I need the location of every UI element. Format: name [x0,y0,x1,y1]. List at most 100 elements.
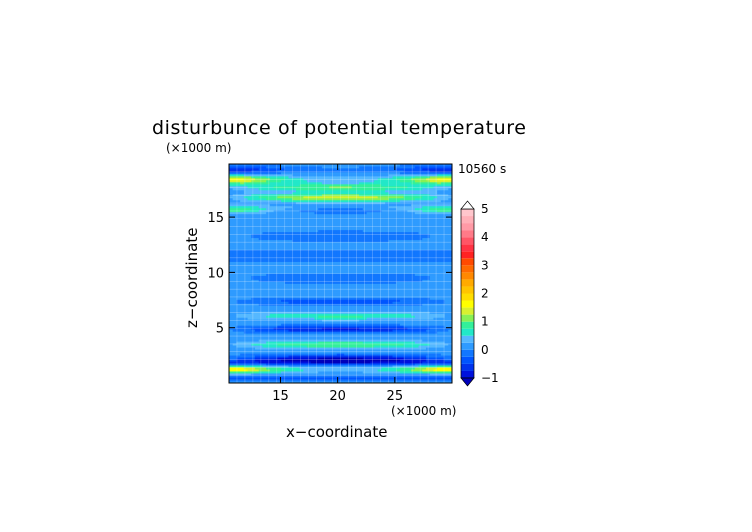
heatmap-cell [295,257,301,260]
heatmap-cell [425,267,431,270]
heatmap-cell [229,333,234,336]
heatmap-cell [440,347,445,350]
heatmap-cell [318,217,323,221]
heatmap-cell [448,369,453,372]
heatmap-cell [255,307,260,310]
heatmap-cell [366,239,371,243]
heatmap-cell [403,261,408,264]
heatmap-cell [351,361,356,364]
heatmap-cell [258,259,263,262]
heatmap-cell [347,261,353,264]
heatmap-cell [422,233,427,237]
heatmap-cell [433,367,438,370]
heatmap-cell [325,319,330,322]
heatmap-cell [340,277,345,280]
heatmap-cell [247,329,252,332]
heatmap-cell [321,355,327,358]
heatmap-cell [411,271,416,274]
heatmap-cell [307,221,312,225]
heatmap-cell [258,337,263,340]
heatmap-cell [429,299,434,302]
heatmap-cell [281,285,286,288]
heatmap-cell [232,379,237,382]
heatmap-cell [403,253,408,256]
heatmap-cell [366,257,371,260]
heatmap-cell [310,293,315,296]
heatmap-cell [422,297,427,300]
heatmap-cell [314,227,319,231]
heatmap-cell [403,325,408,328]
heatmap-cell [307,365,312,368]
heatmap-cell [333,345,338,348]
heatmap-cell [373,273,379,276]
heatmap-cell [243,349,248,352]
heatmap-cell [262,317,267,320]
heatmap-cell [277,295,282,298]
heatmap-cell [318,233,323,237]
heatmap-cell [411,245,416,249]
heatmap-cell [255,351,260,354]
heatmap-cell [388,291,393,294]
heatmap-cell [277,265,282,268]
heatmap-cell [407,363,412,366]
heatmap-cell [336,379,341,382]
heatmap-cell [321,327,327,330]
heatmap-cell [277,337,282,340]
heatmap-cell [277,365,282,368]
heatmap-cell [429,303,434,306]
heatmap-cell [251,293,256,296]
heatmap-cell [366,329,371,332]
heatmap-cell [425,311,431,314]
heatmap-cell [362,287,367,290]
heatmap-cell [314,335,319,338]
heatmap-cell [229,225,234,229]
heatmap-cell [247,305,252,308]
heatmap-cell [307,351,312,354]
heatmap-cell [299,285,304,288]
heatmap-cell [273,331,278,334]
heatmap-cell [355,269,360,272]
heatmap-cell [396,281,401,284]
heatmap-cell [277,245,282,249]
heatmap-cell [399,279,405,282]
heatmap-cell [377,331,382,334]
heatmap-cell [362,231,367,235]
heatmap-cell [318,231,323,235]
heatmap-cell [258,253,263,256]
heatmap-cell [314,247,319,251]
heatmap-cell [407,237,412,241]
heatmap-cell [299,239,304,243]
heatmap-cell [370,229,375,233]
heatmap-cell [321,271,327,274]
heatmap-cell [418,281,423,284]
heatmap-cell [314,249,319,252]
heatmap-cell [340,267,345,270]
heatmap-cell [448,269,453,272]
heatmap-cell [359,295,364,298]
heatmap-cell [429,377,434,380]
heatmap-cell [336,331,341,334]
heatmap-cell [373,219,379,223]
heatmap-cell [388,351,393,354]
heatmap-cell [429,373,434,376]
heatmap-cell [359,303,364,306]
heatmap-cell [255,255,260,258]
heatmap-cell [403,343,408,346]
heatmap-cell [284,305,289,308]
heatmap-cell [295,319,301,322]
heatmap-cell [243,291,248,294]
heatmap-cell [388,371,393,374]
heatmap-cell [425,259,431,262]
heatmap-cell [236,325,241,328]
heatmap-cell [310,249,315,252]
heatmap-cell [392,361,397,364]
heatmap-cell [262,335,267,338]
heatmap-cell [273,319,278,322]
heatmap-cell [347,321,353,324]
heatmap-cell [299,323,304,326]
heatmap-cell [321,331,327,334]
heatmap-cell [351,371,356,374]
heatmap-cell [269,231,274,235]
heatmap-cell [243,239,248,243]
heatmap-cell [437,277,442,280]
